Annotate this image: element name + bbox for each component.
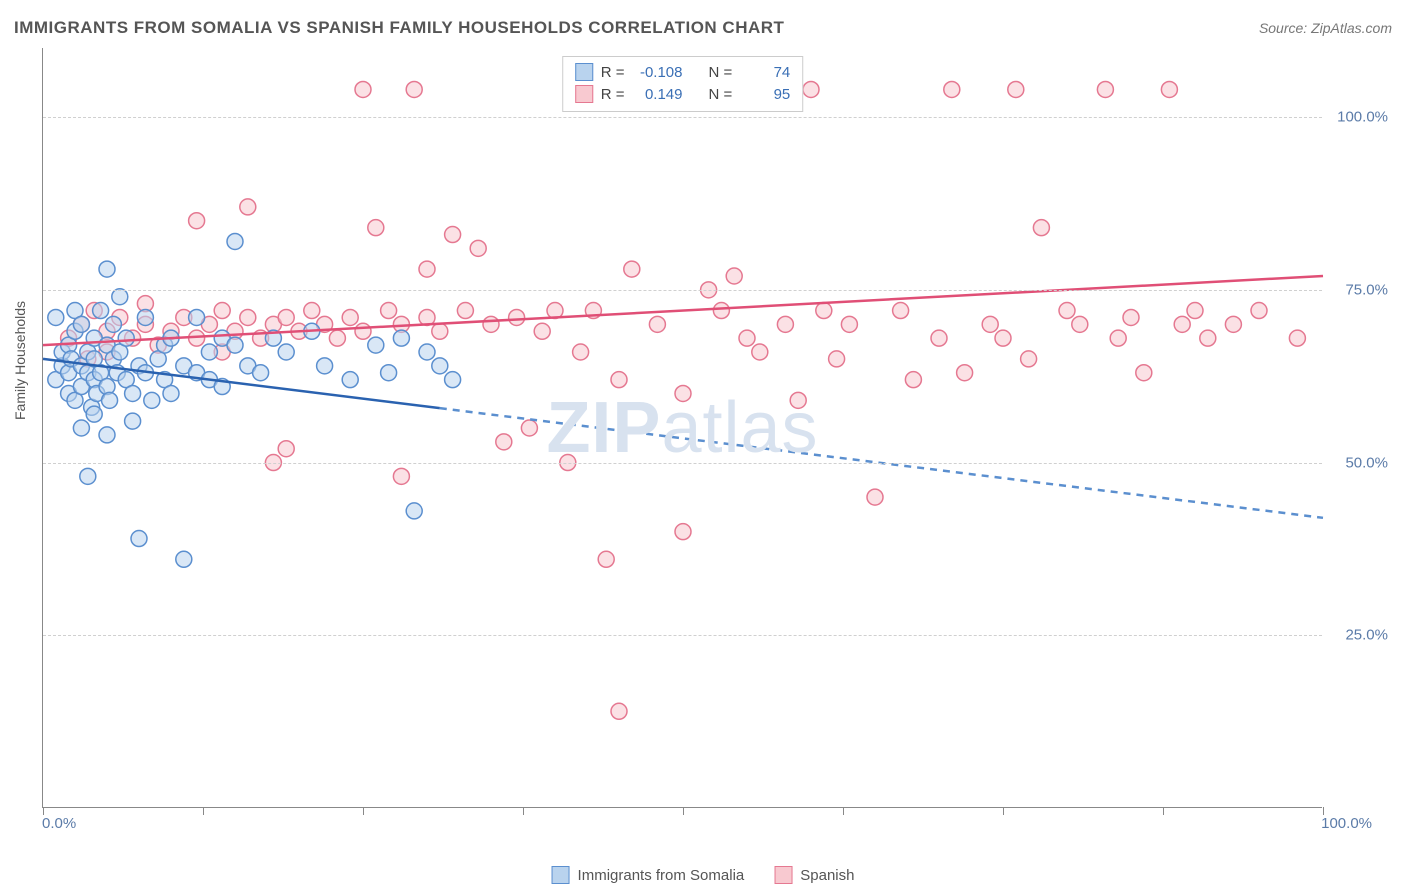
y-axis-label: Family Households [12, 301, 28, 420]
n-label: N = [709, 86, 733, 103]
legend-item-spanish: Spanish [774, 866, 854, 884]
title-bar: IMMIGRANTS FROM SOMALIA VS SPANISH FAMIL… [14, 18, 1392, 38]
x-tick-left: 0.0% [42, 815, 76, 832]
x-tick [523, 807, 524, 815]
swatch-somalia [552, 866, 570, 884]
legend-item-somalia: Immigrants from Somalia [552, 866, 745, 884]
x-tick [1003, 807, 1004, 815]
swatch-spanish [575, 85, 593, 103]
stat-row-somalia: R = -0.108 N = 74 [575, 61, 791, 83]
stat-row-spanish: R = 0.149 N = 95 [575, 83, 791, 105]
x-tick [1163, 807, 1164, 815]
n-value-spanish: 95 [740, 86, 790, 103]
swatch-somalia [575, 63, 593, 81]
y-tick-label: 25.0% [1345, 627, 1388, 644]
r-value-spanish: 0.149 [633, 86, 683, 103]
r-value-somalia: -0.108 [633, 64, 683, 81]
y-tick-label: 50.0% [1345, 454, 1388, 471]
x-tick [843, 807, 844, 815]
x-tick [363, 807, 364, 815]
x-tick [43, 807, 44, 815]
plot-area: ZIPatlas R = -0.108 N = 74 R = 0.149 N =… [42, 48, 1322, 808]
scatter-svg [43, 48, 1322, 807]
legend-label-somalia: Immigrants from Somalia [578, 867, 745, 884]
gridline [43, 463, 1322, 464]
legend-label-spanish: Spanish [800, 867, 854, 884]
gridline [43, 290, 1322, 291]
swatch-spanish [774, 866, 792, 884]
gridline [43, 117, 1322, 118]
x-tick [203, 807, 204, 815]
n-label: N = [709, 64, 733, 81]
y-tick-label: 100.0% [1337, 109, 1388, 126]
chart-title: IMMIGRANTS FROM SOMALIA VS SPANISH FAMIL… [14, 18, 784, 38]
source-label: Source: ZipAtlas.com [1259, 20, 1392, 36]
y-tick-label: 75.0% [1345, 281, 1388, 298]
x-tick-right: 100.0% [1321, 815, 1372, 832]
r-label: R = [601, 64, 625, 81]
n-value-somalia: 74 [740, 64, 790, 81]
correlation-stats-box: R = -0.108 N = 74 R = 0.149 N = 95 [562, 56, 804, 112]
x-tick [683, 807, 684, 815]
r-label: R = [601, 86, 625, 103]
x-tick [1323, 807, 1324, 815]
gridline [43, 635, 1322, 636]
legend: Immigrants from Somalia Spanish [552, 866, 855, 884]
